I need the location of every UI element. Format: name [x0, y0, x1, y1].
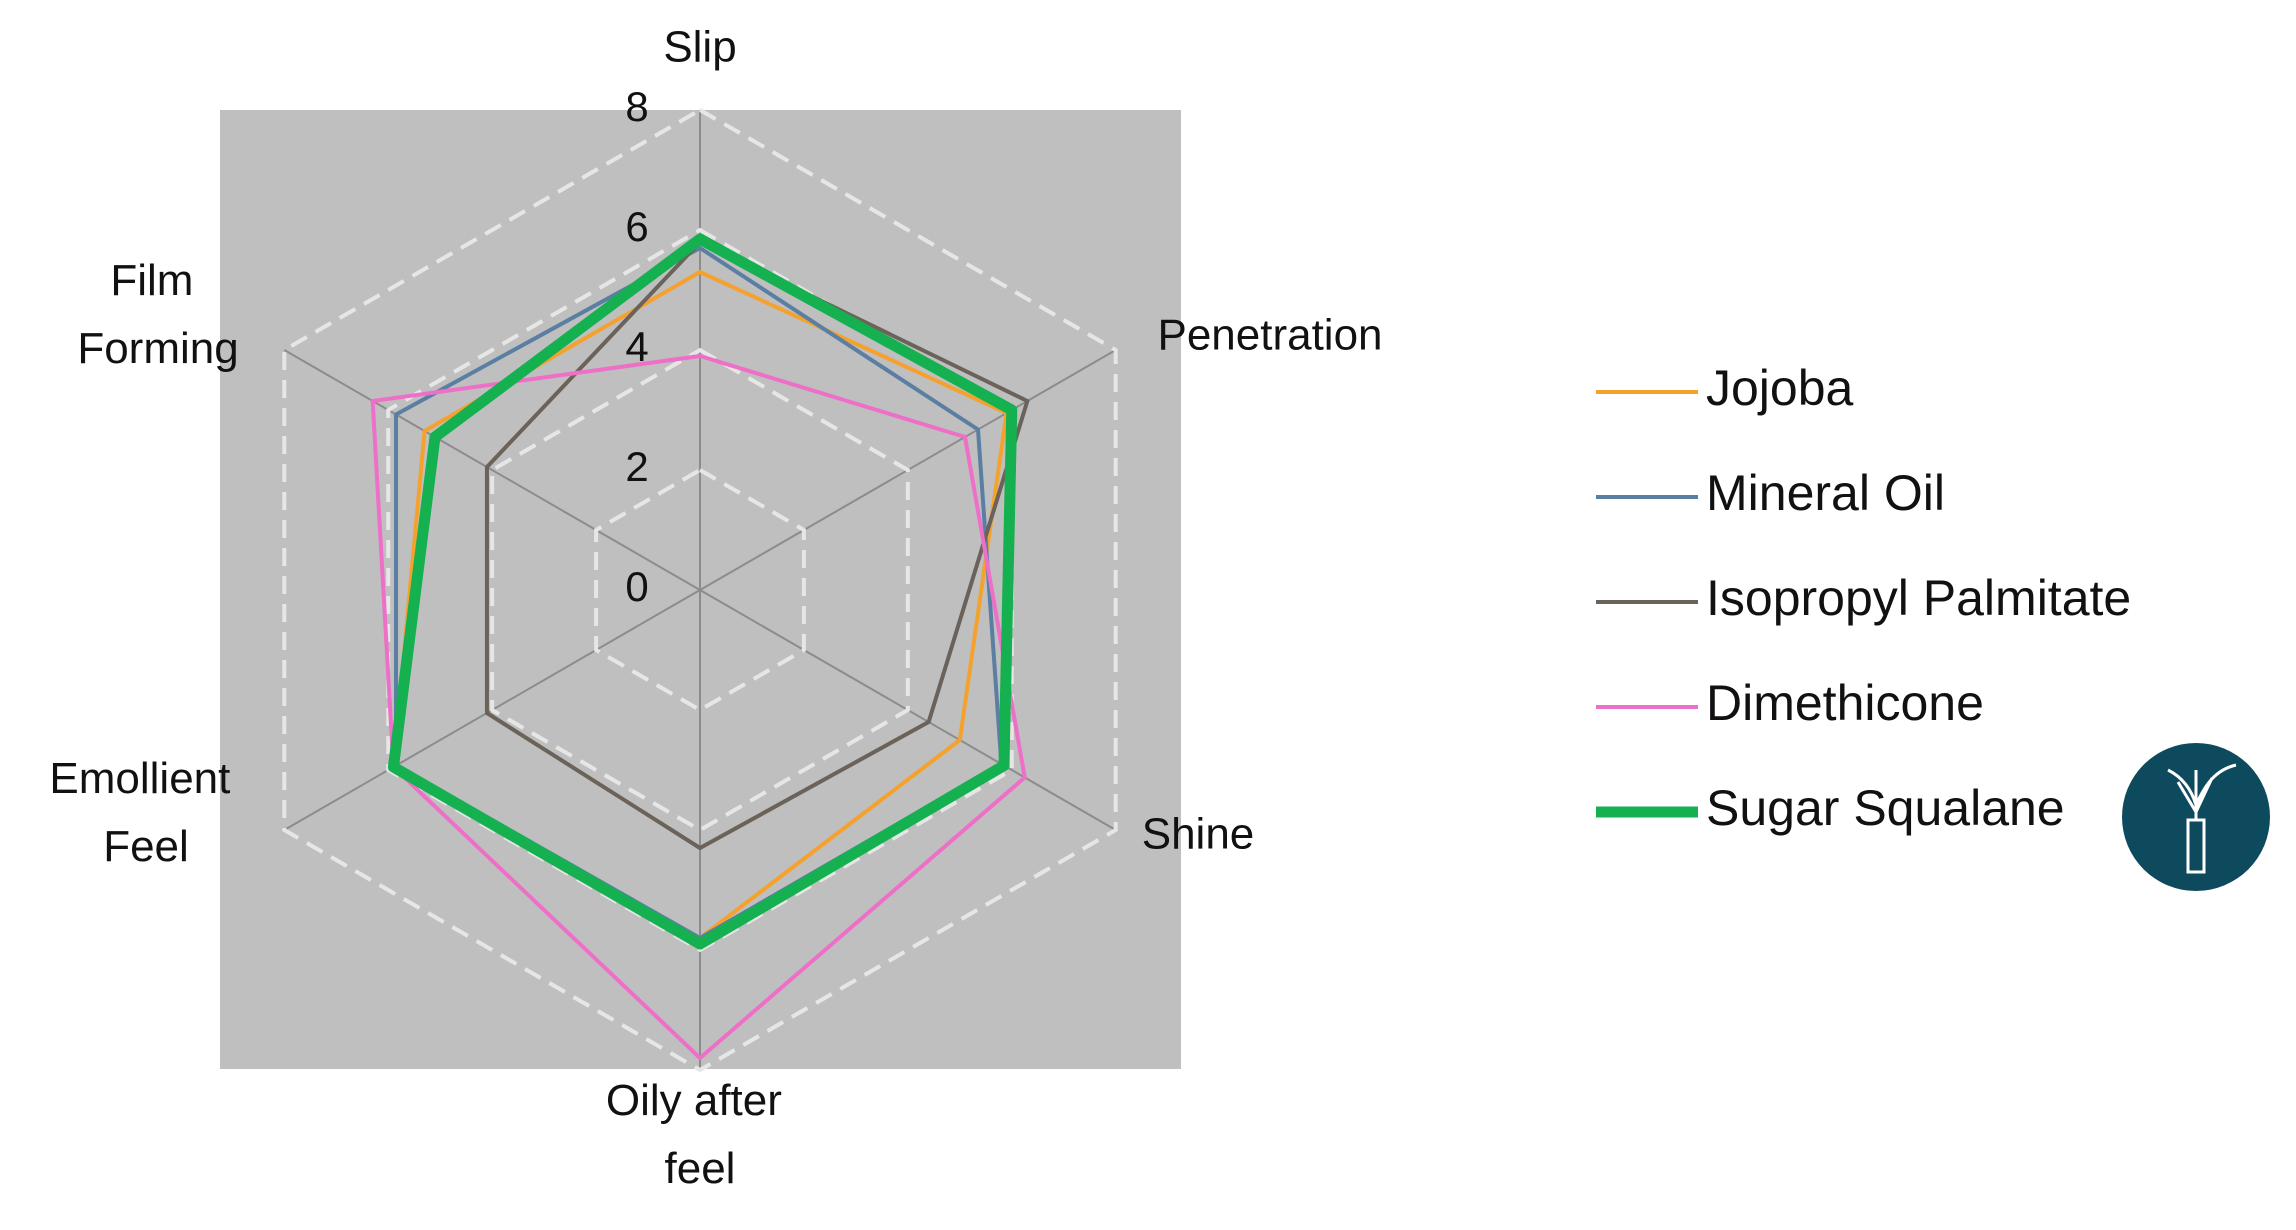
chart: 02468SlipPenetrationShineOily after feel… [0, 0, 2296, 1230]
legend-label: Dimethicone [1706, 675, 1984, 731]
r-tick-label: 8 [625, 83, 648, 130]
r-tick-label: 6 [625, 203, 648, 250]
legend-label: Jojoba [1706, 360, 1854, 416]
legend-label: Sugar Squalane [1706, 780, 2065, 836]
legend-label: Isopropyl Palmitate [1706, 570, 2131, 626]
page: 02468SlipPenetrationShineOily after feel… [0, 0, 2296, 1230]
axis-label: Slip [663, 23, 736, 72]
axis-label: Shine [1142, 810, 1255, 859]
axis-label: Penetration [1157, 311, 1382, 360]
r-tick-label: 2 [625, 443, 648, 490]
r-tick-label: 0 [625, 563, 648, 610]
legend-label: Mineral Oil [1706, 465, 1945, 521]
